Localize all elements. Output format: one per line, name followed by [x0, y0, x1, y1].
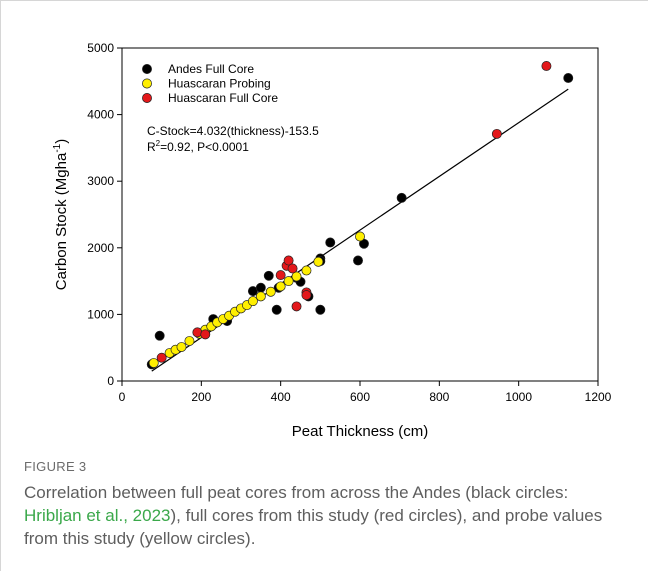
andes-full-core-point [271, 304, 282, 315]
y-axis-label: Carbon Stock (Mgha-1) [52, 139, 70, 290]
legend-label-andes-full-core: Andes Full Core [168, 62, 254, 76]
axes: 0 200 400 600 800 1000 1200 0 1000 2000 3000 4000 50… [87, 41, 611, 404]
huascaran-probing-point [301, 265, 312, 276]
x-tick-label: 400 [271, 390, 291, 404]
andes-full-core-point [396, 192, 407, 203]
figure-label: FIGURE 3 [24, 459, 87, 474]
huascaran-full-core-point [275, 270, 286, 281]
huascaran-full-core-point [491, 128, 502, 139]
x-tick-label: 1000 [505, 390, 532, 404]
huascaran-probing-point [283, 276, 294, 287]
huascaran-full-core-point [200, 329, 211, 340]
huascaran-full-core-point [301, 290, 312, 301]
andes-full-core-point [325, 237, 336, 248]
y-tick-label: 5000 [87, 41, 114, 55]
x-tick-label: 600 [350, 390, 370, 404]
huascaran-probing-point [291, 271, 302, 282]
figure-caption: Correlation between full peat cores from… [24, 481, 629, 550]
huascaran-probing-point [265, 286, 276, 297]
y-tick-label: 3000 [87, 174, 114, 188]
legend-marker-andes-full-core [142, 64, 152, 74]
legend-label-huascaran-full-core: Huascaran Full Core [168, 91, 278, 105]
andes-full-core-point [154, 330, 165, 341]
huascaran-full-core-point [541, 61, 552, 71]
legend-marker-huascaran-probing [142, 78, 152, 89]
huascaran-probing-point [355, 231, 365, 242]
huascaran-probing-point [176, 342, 187, 352]
legend-marker-huascaran-full-core [142, 93, 152, 103]
andes-full-core-point [263, 270, 274, 281]
x-tick-label: 1200 [585, 390, 612, 404]
regression-annotation: C-Stock=4.032(thickness)-153.5 R2=0.92, … [147, 124, 319, 154]
andes-full-core-point [255, 282, 266, 293]
citation-link[interactable]: Hribljan et al., 2023 [24, 506, 171, 525]
huascaran-probing-point [184, 336, 195, 346]
y-tick-label: 0 [107, 374, 114, 388]
legend-label-huascaran-probing: Huascaran Probing [168, 77, 271, 91]
x-tick-label: 800 [429, 390, 449, 404]
x-tick-label: 0 [119, 390, 126, 404]
huascaran-probing-point [148, 358, 159, 368]
huascaran-probing-point [313, 256, 324, 267]
scatter-chart: 0 200 400 600 800 1000 1200 0 1000 2000 3000 4000 50… [52, 41, 612, 440]
huascaran-full-core-point [156, 352, 167, 363]
x-tick-label: 200 [191, 390, 211, 404]
andes-full-core-point [563, 73, 574, 83]
y-tick-label: 2000 [87, 241, 114, 255]
huascaran-probing-point [275, 281, 286, 292]
caption-text-before: Correlation between full peat cores from… [24, 483, 569, 502]
huascaran-probing-point [247, 296, 258, 307]
huascaran-probing-point [255, 291, 266, 302]
y-tick-label: 4000 [87, 108, 114, 122]
caption-text-after: ), full cores from this study (red circl… [24, 506, 603, 548]
regression-equation: C-Stock=4.032(thickness)-153.5 [147, 124, 319, 138]
data-points [146, 61, 574, 370]
andes-full-core-point [353, 255, 363, 266]
huascaran-full-core-point [287, 263, 298, 274]
regression-stats: R2=0.92, P<0.0001 [147, 139, 249, 154]
huascaran-full-core-point [283, 255, 294, 266]
x-axis-label: Peat Thickness (cm) [292, 423, 428, 440]
y-tick-label: 1000 [87, 307, 114, 321]
huascaran-full-core-point [291, 301, 302, 312]
andes-full-core-point [315, 304, 326, 315]
